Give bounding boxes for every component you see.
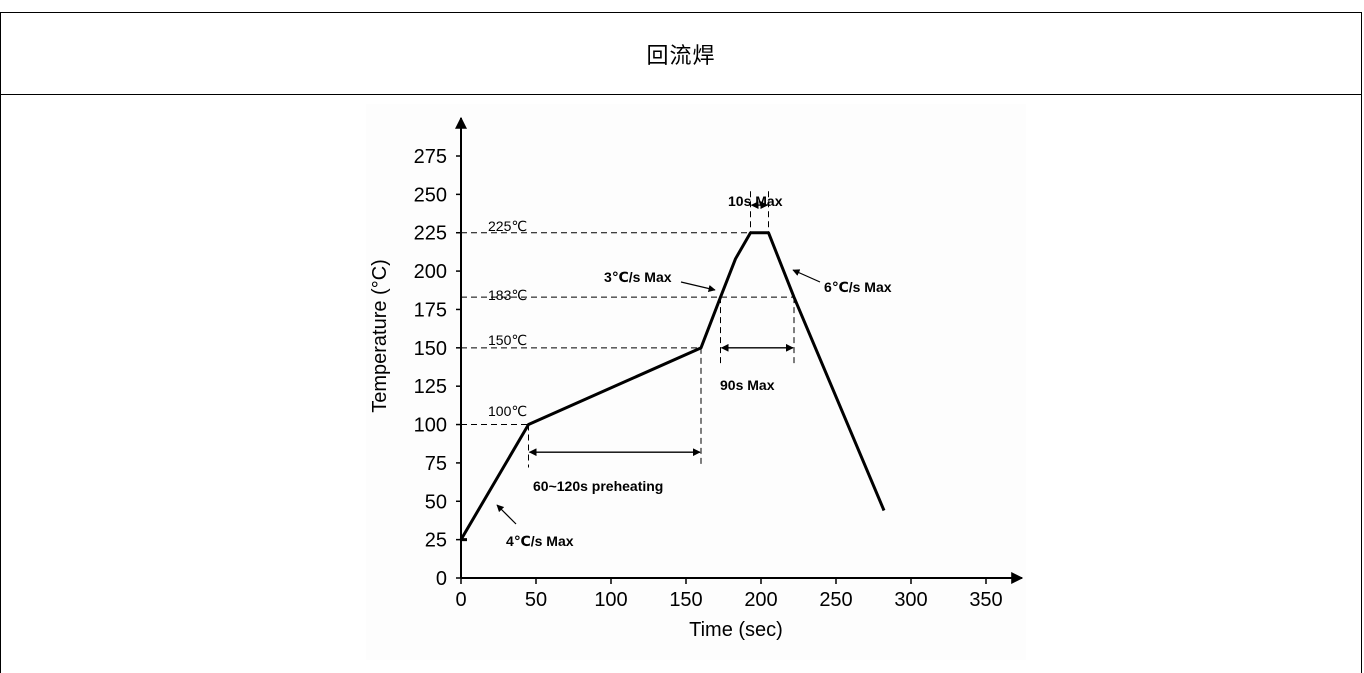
annotations [496,201,821,525]
x-ticks: 0 50 100 150 200 250 300 350 [455,578,1003,611]
series-group [459,231,886,542]
annotation-90s-max: 90s Max [720,377,775,393]
pointer-6c [792,269,821,283]
x-tick-label-300: 300 [894,589,927,611]
annotation-10s-max: 10s Max [728,193,783,209]
annotation-6c-max: 6℃/s Max [824,279,892,295]
series-line-0 [459,231,886,541]
y-tick-label-125: 125 [414,376,447,398]
ref-label-150: 150℃ [488,332,527,348]
y-tick-label-150: 150 [414,338,447,360]
ref-label-183: 183℃ [488,287,527,303]
pointer-4c [496,504,517,525]
x-tick-label-50: 50 [525,589,547,611]
y-tick-label-175: 175 [414,299,447,321]
annotation-4c-max: 4℃/s Max [506,533,574,549]
header-cell: 回流焊 [1,13,1361,95]
y-tick-label-250: 250 [414,184,447,206]
page-title: 回流焊 [646,43,716,69]
x-axis-title: Time (sec) [689,619,783,641]
y-tick-label-200: 200 [414,261,447,283]
reflow-chart: 0 25 50 75 100 125 150 175 200 225 250 275 0 50 100 15… [366,104,1026,660]
ref-label-100: 100℃ [488,403,527,419]
y-tick-label-0: 0 [436,568,447,590]
y-tick-label-50: 50 [425,491,447,513]
x-tick-label-350: 350 [969,589,1002,611]
x-tick-label-250: 250 [819,589,852,611]
x-tick-label-200: 200 [744,589,777,611]
y-ticks: 0 25 50 75 100 125 150 175 200 225 250 275 [414,146,461,590]
reference-lines [461,191,795,468]
pointer-3c [680,281,716,293]
x-tick-label-150: 150 [669,589,702,611]
y-tick-label-100: 100 [414,415,447,437]
x-tick-label-100: 100 [594,589,627,611]
annotation-3c-max: 3℃/s Max [604,269,672,285]
table-frame: 回流焊 [0,12,1362,673]
x-tick-label-0: 0 [455,589,466,611]
ref-label-225: 225℃ [488,218,527,234]
annotation-preheating: 60~120s preheating [533,478,663,494]
y-tick-label-25: 25 [425,530,447,552]
chart-svg: 0 25 50 75 100 125 150 175 200 225 250 275 0 50 100 15… [369,116,1024,641]
y-tick-label-75: 75 [425,453,447,475]
y-axis-title: Temperature (°C) [369,259,391,413]
y-tick-label-225: 225 [414,223,447,245]
y-tick-label-275: 275 [414,146,447,168]
